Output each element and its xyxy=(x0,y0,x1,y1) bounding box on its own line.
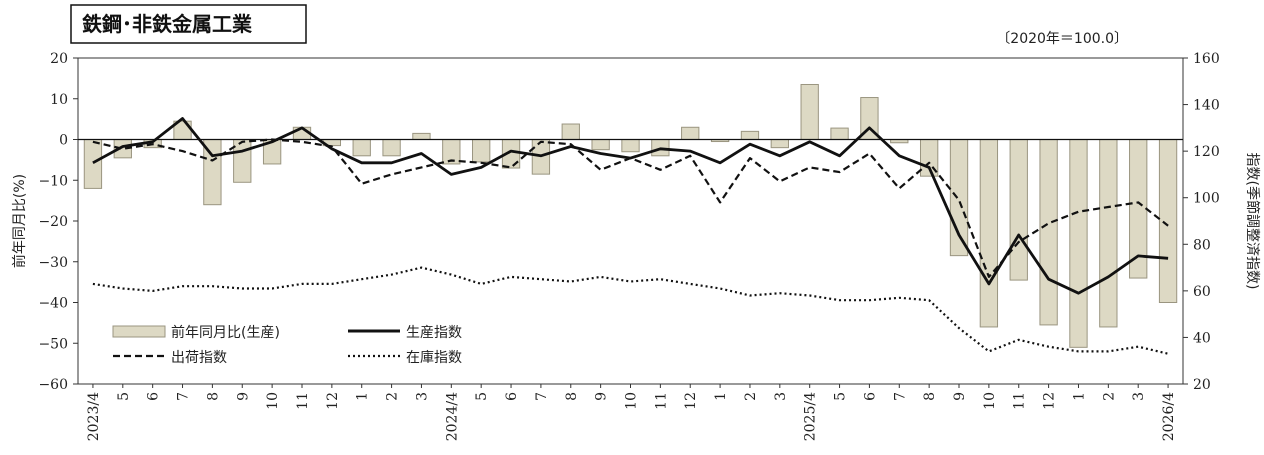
x-tick-label: 7 xyxy=(892,392,908,401)
x-tick-label: 2026/4 xyxy=(1161,392,1177,441)
x-tick-label: 5 xyxy=(116,392,132,401)
legend-swatch-bar xyxy=(112,325,166,338)
bar xyxy=(1099,139,1118,328)
bar xyxy=(561,123,580,140)
x-tick-label: 1 xyxy=(713,392,729,401)
bar xyxy=(1158,139,1178,303)
bar xyxy=(979,139,999,328)
legend-label-bar: 前年同月比(生産) xyxy=(171,324,280,341)
bar xyxy=(949,139,969,257)
x-tick-label: 6 xyxy=(146,392,162,401)
right-tick-label: 80 xyxy=(1193,237,1211,253)
legend-label-inventory: 在庫指数 xyxy=(406,349,462,366)
x-tick-label: 10 xyxy=(265,392,281,410)
bar xyxy=(681,126,700,141)
legend: 前年同月比(生産) 生産指数 出荷指数 在庫指数 xyxy=(112,324,462,366)
x-tick-label: 2025/4 xyxy=(803,392,819,441)
x-axis-ticks: 2023/4 5 6 7 8 9 10 11 12 1 2 3 2024/4 5 6 7 8 9 10 11 12 1 2 3… xyxy=(86,384,1177,441)
chart-title-box: 鉄鋼･非鉄金属工業 xyxy=(70,4,307,44)
x-tick-label: 9 xyxy=(952,392,968,401)
left-tick-label: −50 xyxy=(38,336,68,352)
x-tick-label: 3 xyxy=(1131,392,1147,401)
x-tick-label: 11 xyxy=(1012,392,1028,410)
x-tick-label: 12 xyxy=(325,392,341,410)
left-tick-label: 20 xyxy=(50,51,68,67)
x-tick-label: 3 xyxy=(414,392,430,401)
left-tick-label: −60 xyxy=(38,377,68,393)
right-tick-label: 140 xyxy=(1193,98,1220,114)
right-tick-label: 60 xyxy=(1193,284,1211,300)
right-tick-label: 120 xyxy=(1193,144,1220,160)
x-tick-label: 7 xyxy=(176,392,192,401)
x-tick-label: 12 xyxy=(683,392,699,410)
left-tick-label: 10 xyxy=(50,92,68,108)
right-tick-label: 160 xyxy=(1193,51,1220,67)
x-tick-label: 2 xyxy=(385,392,401,401)
x-tick-label: 5 xyxy=(833,392,849,401)
bar xyxy=(1039,139,1058,326)
bar xyxy=(800,83,819,141)
x-tick-label: 10 xyxy=(624,392,640,410)
x-tick-label: 1 xyxy=(355,392,371,401)
production-index-line xyxy=(92,117,1169,295)
bar xyxy=(770,139,789,149)
legend-label-production: 生産指数 xyxy=(406,325,462,341)
x-tick-label: 12 xyxy=(1042,392,1058,410)
left-tick-label: −10 xyxy=(38,173,68,189)
x-tick-label: 2023/4 xyxy=(86,392,102,441)
bar xyxy=(352,139,371,157)
x-tick-label: 2 xyxy=(1101,392,1117,401)
right-axis-ticks: 160 140 120 100 80 60 40 20 xyxy=(1183,51,1220,393)
x-tick-label: 8 xyxy=(205,392,221,401)
x-tick-label: 1 xyxy=(1071,392,1087,401)
right-tick-label: 100 xyxy=(1193,191,1220,207)
x-tick-label: 9 xyxy=(235,392,251,401)
x-tick-label: 11 xyxy=(295,392,311,410)
x-tick-label: 10 xyxy=(982,392,998,410)
x-tick-label: 6 xyxy=(504,392,520,401)
y-axis-label-right: 指数(季節調整済指数) xyxy=(1244,153,1261,290)
x-tick-label: 7 xyxy=(534,392,550,401)
legend-label-shipment: 出荷指数 xyxy=(171,350,227,366)
right-tick-label: 20 xyxy=(1193,377,1211,393)
line-series xyxy=(92,117,1169,355)
bar xyxy=(412,132,431,140)
bar xyxy=(1009,139,1028,281)
left-tick-label: −30 xyxy=(38,255,68,271)
right-tick-label: 40 xyxy=(1193,330,1211,346)
bar xyxy=(830,127,849,140)
x-tick-label: 6 xyxy=(862,392,878,401)
bar xyxy=(382,139,401,157)
x-tick-label: 2024/4 xyxy=(444,392,460,441)
x-tick-label: 8 xyxy=(564,392,580,401)
x-tick-label: 3 xyxy=(773,392,789,401)
left-tick-label: −20 xyxy=(38,214,68,230)
left-tick-label: −40 xyxy=(38,296,68,312)
bar-series xyxy=(83,83,1178,348)
left-tick-label: 0 xyxy=(59,133,68,149)
x-tick-label: 2 xyxy=(743,392,759,401)
bar xyxy=(591,139,610,151)
x-tick-label: 8 xyxy=(922,392,938,401)
bar xyxy=(621,139,640,153)
bar xyxy=(83,139,103,189)
bar xyxy=(1069,139,1088,348)
bar xyxy=(472,139,491,163)
left-axis-ticks: 20 10 0 −10 −20 −30 −40 −50 −60 xyxy=(38,51,78,393)
y-axis-label-left: 前年同月比(%) xyxy=(11,174,28,268)
inventory-index-line xyxy=(92,266,1169,355)
bar xyxy=(740,130,760,141)
x-tick-label: 9 xyxy=(594,392,610,401)
base-note: 〔2020年＝100.0〕 xyxy=(996,31,1128,47)
bar xyxy=(233,139,252,183)
x-tick-label: 11 xyxy=(653,392,669,410)
x-tick-label: 5 xyxy=(474,392,490,401)
chart-title: 鉄鋼･非鉄金属工業 xyxy=(82,12,253,36)
